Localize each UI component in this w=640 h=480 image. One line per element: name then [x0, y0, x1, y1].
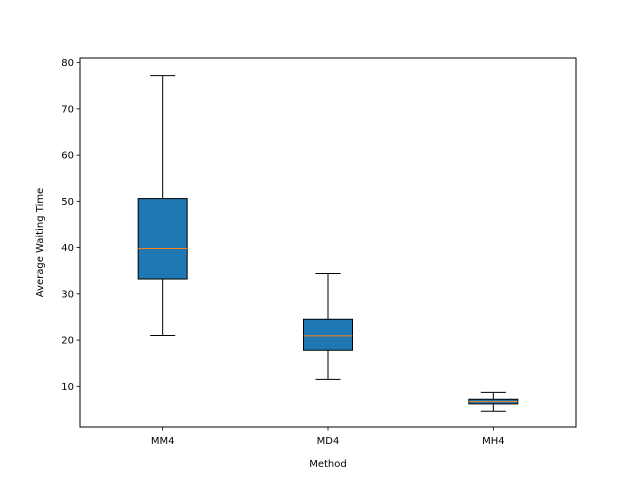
y-axis-ticks: 10 20 30 40 50 60 70 80	[61, 58, 80, 393]
y-tick-label: 50	[61, 197, 74, 208]
y-tick-label: 60	[61, 151, 74, 162]
x-axis-ticks: MM4 MD4 MH4	[151, 427, 505, 447]
x-axis-label: Method	[309, 459, 347, 470]
y-tick-label: 20	[61, 336, 74, 347]
boxes-layer	[137, 75, 519, 412]
y-tick-label: 30	[61, 289, 74, 300]
box-mm4	[137, 198, 188, 280]
y-axis-label: Average Waiting Time	[35, 188, 46, 297]
box-md4	[303, 318, 353, 351]
x-tick-label: MD4	[317, 436, 340, 447]
plot-frame	[79, 57, 577, 428]
y-tick-label: 80	[61, 58, 74, 69]
x-tick-label: MH4	[482, 436, 505, 447]
y-tick-label: 70	[61, 104, 74, 115]
y-tick-label: 10	[61, 382, 74, 393]
x-tick-label: MM4	[151, 436, 175, 447]
y-tick-label: 40	[61, 243, 74, 254]
